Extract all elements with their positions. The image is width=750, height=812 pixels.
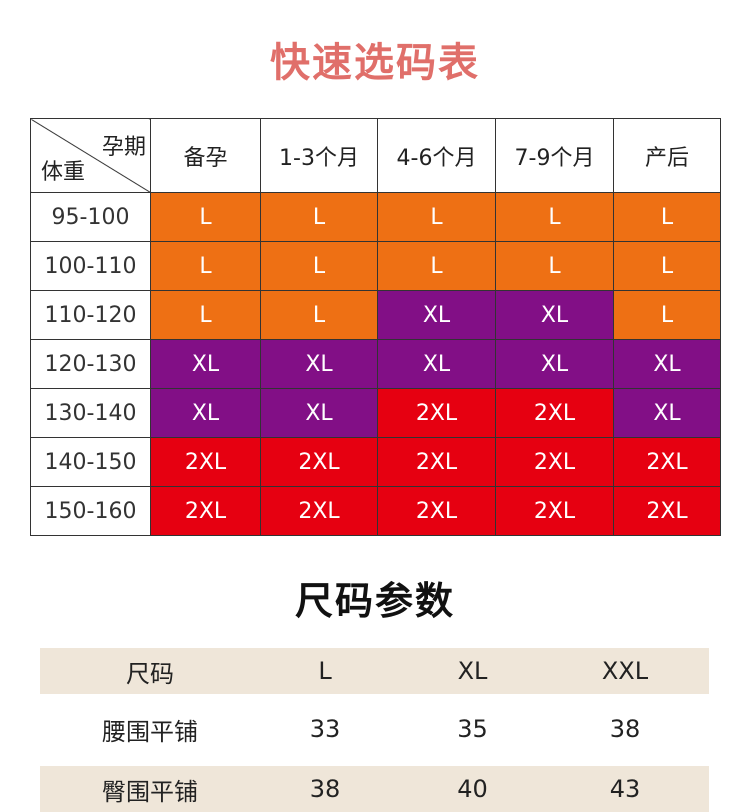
size-cell: XL: [150, 339, 261, 389]
column-header: 1-3个月: [260, 118, 378, 193]
table-row: 150-160 2XL 2XL 2XL 2XL 2XL: [30, 486, 721, 536]
weight-range-label: 100-110: [30, 241, 151, 291]
params-value: 35: [457, 715, 488, 743]
size-cell: XL: [495, 339, 614, 389]
size-cell: 2XL: [377, 437, 496, 487]
size-cell: XL: [613, 388, 721, 438]
params-value: 38: [309, 775, 341, 803]
size-chart-title: 快速选码表: [270, 40, 480, 86]
params-value: 43: [609, 775, 641, 803]
size-cell: L: [150, 192, 261, 242]
params-header-row: 尺码 L XL XXL: [40, 648, 709, 694]
size-cell: 2XL: [613, 486, 721, 536]
table-row: 130-140 XL XL 2XL 2XL XL: [30, 388, 721, 438]
params-row-waist: 腰围平铺 33 35 38: [40, 706, 709, 752]
size-cell: L: [495, 241, 614, 291]
params-row-hip: 臀围平铺 38 40 43: [40, 766, 709, 812]
params-value: 38: [609, 715, 641, 743]
size-cell: XL: [260, 339, 378, 389]
size-cell: XL: [150, 388, 261, 438]
params-row-label: 臀围平铺: [102, 777, 198, 806]
size-cell: 2XL: [495, 486, 614, 536]
size-cell: L: [260, 192, 378, 242]
size-cell: L: [613, 241, 721, 291]
size-cell: 2XL: [495, 388, 614, 438]
size-cell: XL: [495, 290, 614, 340]
params-header-cell: 尺码: [126, 659, 174, 688]
weight-range-label: 150-160: [30, 486, 151, 536]
size-cell: L: [495, 192, 614, 242]
size-cell: L: [377, 192, 496, 242]
table-row: 140-150 2XL 2XL 2XL 2XL 2XL: [30, 437, 721, 487]
pregnancy-period-label: 孕期: [101, 135, 146, 160]
table-row: 100-110 L L L L L: [30, 241, 721, 291]
size-cell: 2XL: [260, 437, 378, 487]
size-cell: XL: [260, 388, 378, 438]
params-value: 33: [309, 715, 341, 743]
params-header-cell: L: [318, 657, 332, 685]
corner-header-cell: 孕期 体重: [30, 118, 151, 193]
column-header: 4-6个月: [377, 118, 496, 193]
weight-range-label: 140-150: [30, 437, 151, 487]
params-header-cell: XXL: [601, 657, 649, 685]
table-row: 120-130 XL XL XL XL XL: [30, 339, 721, 389]
size-chart-table: 孕期 体重 备孕 1-3个月 4-6个月 7-9个月 产后 95-100 L L…: [30, 118, 721, 536]
table-header-row: 孕期 体重 备孕 1-3个月 4-6个月 7-9个月 产后: [30, 118, 721, 193]
params-header-cell: XL: [457, 657, 488, 685]
size-cell: 2XL: [377, 486, 496, 536]
size-cell: 2XL: [260, 486, 378, 536]
size-cell: L: [260, 241, 378, 291]
size-cell: L: [260, 290, 378, 340]
table-row: 95-100 L L L L L: [30, 192, 721, 242]
weight-range-label: 120-130: [30, 339, 151, 389]
size-cell: L: [377, 241, 496, 291]
size-cell: XL: [377, 290, 496, 340]
column-header: 备孕: [150, 118, 261, 193]
size-cell: 2XL: [150, 437, 261, 487]
size-cell: XL: [613, 339, 721, 389]
size-cell: 2XL: [495, 437, 614, 487]
size-cell: 2XL: [150, 486, 261, 536]
size-cell: L: [613, 192, 721, 242]
weight-label: 体重: [41, 160, 86, 185]
size-cell: L: [613, 290, 721, 340]
column-header: 产后: [613, 118, 721, 193]
size-params-title: 尺码参数: [294, 579, 455, 623]
weight-range-label: 110-120: [30, 290, 151, 340]
weight-range-label: 95-100: [30, 192, 151, 242]
params-value: 40: [457, 775, 488, 803]
column-header: 7-9个月: [495, 118, 614, 193]
size-cell: 2XL: [377, 388, 496, 438]
size-cell: XL: [377, 339, 496, 389]
weight-range-label: 130-140: [30, 388, 151, 438]
size-cell: L: [150, 241, 261, 291]
params-row-label: 腰围平铺: [102, 717, 198, 746]
table-row: 110-120 L L XL XL L: [30, 290, 721, 340]
size-cell: 2XL: [613, 437, 721, 487]
size-cell: L: [150, 290, 261, 340]
